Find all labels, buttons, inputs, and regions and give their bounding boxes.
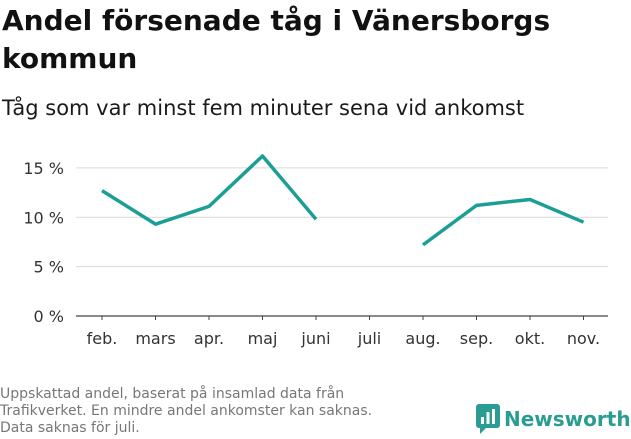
x-tick-label: feb. <box>87 329 118 348</box>
x-tick-label: apr. <box>194 329 224 348</box>
brand-name: Newsworthy <box>504 407 631 431</box>
x-tick-label: okt. <box>515 329 545 348</box>
y-tick-label: 0 % <box>34 307 64 326</box>
chart-subtitle: Tåg som var minst fem minuter sena vid a… <box>2 96 525 120</box>
y-tick-label: 15 % <box>23 159 64 178</box>
footnote-line-2: Trafikverket. En mindre andel ankomster … <box>0 403 373 419</box>
footnote-line-3: Data saknas för juli. <box>0 420 140 436</box>
newsworthy-logo: Newsworthy <box>476 404 631 434</box>
x-tick-label: juni <box>300 329 330 348</box>
y-tick-label: 5 % <box>34 258 64 277</box>
x-tick-label: mars <box>135 329 175 348</box>
x-tick-label: juli <box>357 329 381 348</box>
x-tick-label: sep. <box>460 329 493 348</box>
footnote: Uppskattad andel, baserat på insamlad da… <box>0 386 430 437</box>
x-tick-label: maj <box>248 329 278 348</box>
footnote-line-1: Uppskattad andel, baserat på insamlad da… <box>0 386 345 402</box>
x-tick-label: nov. <box>567 329 600 348</box>
y-tick-label: 10 % <box>23 208 64 227</box>
x-tick-label: aug. <box>405 329 440 348</box>
series-line <box>101 154 318 226</box>
series-line <box>421 197 585 247</box>
newsworthy-logo-icon <box>476 404 500 434</box>
line-chart: 0 % 5 % 10 % 15 % feb. mars apr. maj juni juli aug… <box>23 154 608 348</box>
chart-title: Andel försenade tåg i Vänersborgs kommun <box>2 4 551 75</box>
